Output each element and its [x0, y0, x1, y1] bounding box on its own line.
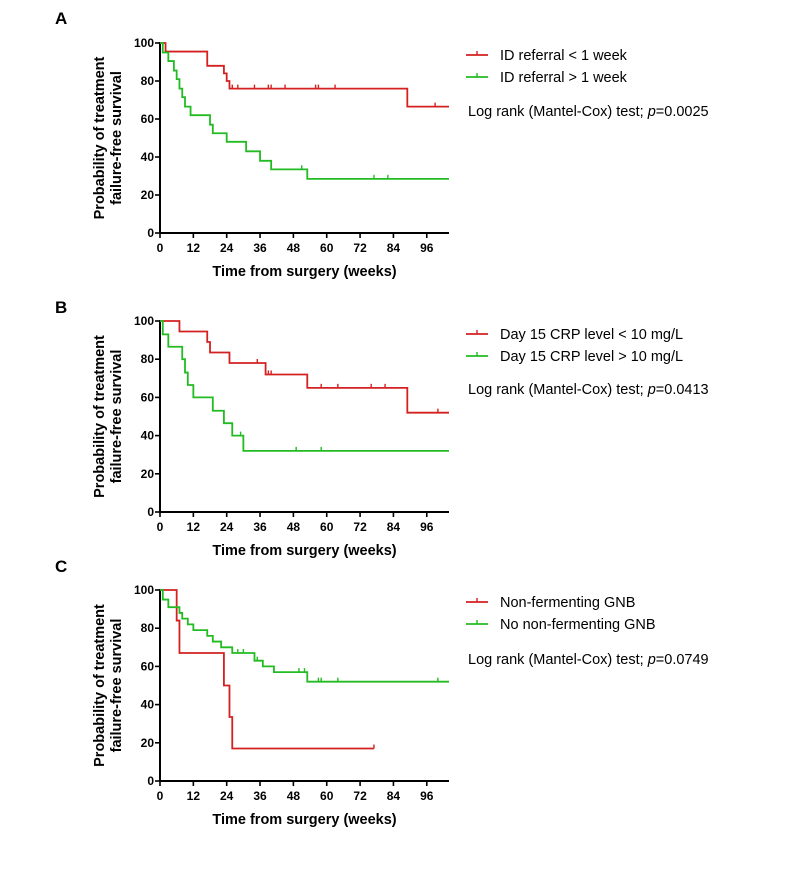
logrank-stat-text: Log rank (Mantel-Cox) test; p=0.0413 — [468, 382, 709, 398]
y-axis-title-line: failure-free survival — [109, 71, 125, 205]
chart-panel-c: C 0 20 40 60 80 100 0 12 24 36 48 60 72 84 96 Probabilit… — [55, 557, 709, 828]
x-tick-label: 36 — [253, 789, 267, 803]
legend-label: Non-fermenting GNB — [500, 595, 635, 611]
panel-letter: A — [55, 9, 67, 28]
y-tick-label: 40 — [141, 698, 155, 712]
survival-curve-green — [160, 42, 449, 180]
y-tick-label: 100 — [134, 314, 154, 328]
x-axis-title: Time from surgery (weeks) — [212, 812, 396, 828]
stat-p-symbol: p — [647, 382, 656, 398]
survival-curve-red — [160, 42, 449, 108]
legend-label: ID referral > 1 week — [500, 70, 628, 86]
survival-curve-green — [160, 320, 449, 452]
y-axis-title-line: failure-free survival — [109, 619, 125, 753]
legend-label: Day 15 CRP level > 10 mg/L — [500, 349, 683, 365]
x-tick-label: 24 — [220, 789, 234, 803]
y-tick-label: 0 — [147, 774, 154, 788]
legend-label: No non-fermenting GNB — [500, 617, 656, 633]
x-tick-label: 60 — [320, 241, 334, 255]
y-tick-label: 80 — [141, 621, 155, 635]
y-tick-label: 100 — [134, 583, 154, 597]
x-tick-label: 72 — [353, 520, 367, 534]
x-axis-title: Time from surgery (weeks) — [212, 543, 396, 559]
x-tick-label: 96 — [420, 241, 434, 255]
y-axis-title-line: Probability of treatment — [92, 604, 108, 767]
x-tick-label: 60 — [320, 520, 334, 534]
stat-p-value: =0.0749 — [656, 652, 709, 668]
stat-prefix: Log rank (Mantel-Cox) test; — [468, 652, 648, 668]
x-tick-label: 48 — [287, 520, 301, 534]
x-tick-label: 96 — [420, 520, 434, 534]
y-axis-title: Probability of treatmentfailure-free sur… — [92, 56, 125, 219]
x-tick-label: 72 — [353, 241, 367, 255]
y-tick-label: 100 — [134, 36, 154, 50]
y-axis-title: Probability of treatmentfailure-free sur… — [92, 335, 125, 498]
logrank-stat-text: Log rank (Mantel-Cox) test; p=0.0749 — [468, 652, 709, 668]
logrank-stat-text: Log rank (Mantel-Cox) test; p=0.0025 — [468, 104, 709, 120]
y-axis-title-line: Probability of treatment — [92, 56, 108, 219]
stat-prefix: Log rank (Mantel-Cox) test; — [468, 104, 648, 120]
x-tick-label: 0 — [157, 520, 164, 534]
y-tick-label: 80 — [141, 352, 155, 366]
chart-panel-a: A 0 20 40 60 80 100 0 12 24 36 48 60 72 84 96 Probabilit… — [55, 9, 709, 280]
legend-label: ID referral < 1 week — [500, 48, 628, 64]
stat-p-value: =0.0413 — [656, 382, 709, 398]
x-tick-label: 60 — [320, 789, 334, 803]
y-tick-label: 80 — [141, 74, 155, 88]
chart-panel-b: B 0 20 40 60 80 100 0 12 24 36 48 60 72 84 96 Probabilit… — [55, 298, 709, 559]
stat-p-symbol: p — [647, 652, 656, 668]
x-tick-label: 24 — [220, 241, 234, 255]
y-axis-title: Probability of treatmentfailure-free sur… — [92, 604, 125, 767]
legend-label: Day 15 CRP level < 10 mg/L — [500, 327, 683, 343]
stat-prefix: Log rank (Mantel-Cox) test; — [468, 382, 648, 398]
x-tick-label: 36 — [253, 241, 267, 255]
x-tick-label: 96 — [420, 789, 434, 803]
y-tick-label: 20 — [141, 188, 155, 202]
x-tick-label: 48 — [287, 789, 301, 803]
x-tick-label: 84 — [387, 520, 401, 534]
panel-letter: C — [55, 557, 67, 576]
y-tick-label: 60 — [141, 112, 155, 126]
y-tick-label: 0 — [147, 226, 154, 240]
x-tick-label: 12 — [187, 789, 201, 803]
x-tick-label: 0 — [157, 241, 164, 255]
y-tick-label: 60 — [141, 390, 155, 404]
x-tick-label: 84 — [387, 789, 401, 803]
survival-curve-red — [160, 589, 374, 750]
x-tick-label: 12 — [187, 241, 201, 255]
y-tick-label: 20 — [141, 736, 155, 750]
x-tick-label: 12 — [187, 520, 201, 534]
y-tick-label: 20 — [141, 467, 155, 481]
survival-curve-red — [160, 320, 449, 414]
x-tick-label: 72 — [353, 789, 367, 803]
x-tick-label: 0 — [157, 789, 164, 803]
x-tick-label: 24 — [220, 520, 234, 534]
y-tick-label: 40 — [141, 429, 155, 443]
stat-p-symbol: p — [647, 104, 656, 120]
x-axis-title: Time from surgery (weeks) — [212, 264, 396, 280]
y-axis-title-line: Probability of treatment — [92, 335, 108, 498]
y-tick-label: 40 — [141, 150, 155, 164]
y-tick-label: 0 — [147, 505, 154, 519]
x-tick-label: 48 — [287, 241, 301, 255]
x-tick-label: 84 — [387, 241, 401, 255]
panel-letter: B — [55, 298, 67, 317]
y-tick-label: 60 — [141, 659, 155, 673]
x-tick-label: 36 — [253, 520, 267, 534]
stat-p-value: =0.0025 — [656, 104, 709, 120]
survival-curve-green — [160, 589, 449, 683]
y-axis-title-line: failure-free survival — [109, 350, 125, 484]
